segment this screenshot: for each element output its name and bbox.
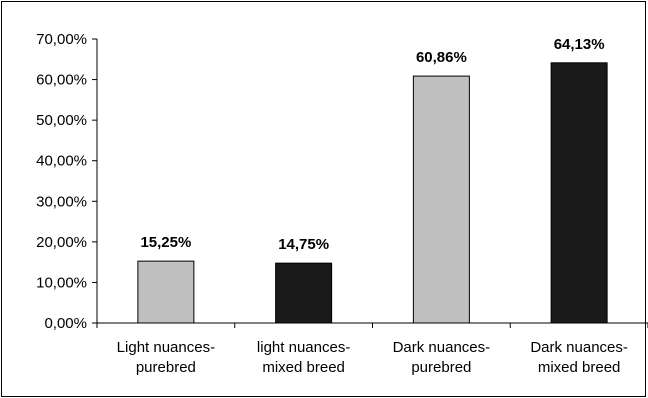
x-category-label: Dark nuances- bbox=[393, 339, 491, 356]
bar bbox=[137, 260, 195, 324]
x-category-label: mixed breed bbox=[262, 359, 345, 376]
y-tick-label: 60,00% bbox=[36, 72, 87, 89]
bar bbox=[550, 62, 608, 324]
x-category-label: Light nuances- bbox=[117, 339, 215, 356]
bar bbox=[275, 262, 333, 324]
data-label: 15,25% bbox=[140, 234, 191, 251]
y-tick-label: 40,00% bbox=[36, 153, 87, 170]
y-tick-label: 10,00% bbox=[36, 274, 87, 291]
bar bbox=[412, 75, 470, 324]
x-category-label: purebred bbox=[411, 359, 471, 376]
x-category-label: light nuances- bbox=[257, 339, 350, 356]
y-tick-label: 20,00% bbox=[36, 234, 87, 251]
y-tick-label: 50,00% bbox=[36, 112, 87, 129]
y-tick-label: 30,00% bbox=[36, 193, 87, 210]
data-label: 14,75% bbox=[278, 236, 329, 253]
data-label: 60,86% bbox=[416, 49, 467, 66]
y-tick-label: 70,00% bbox=[36, 31, 87, 48]
y-tick-label: 0,00% bbox=[44, 315, 87, 332]
x-category-label: Dark nuances- bbox=[530, 339, 628, 356]
x-category-label: purebred bbox=[136, 359, 196, 376]
data-label: 64,13% bbox=[554, 36, 605, 53]
x-category-label: mixed breed bbox=[538, 359, 621, 376]
